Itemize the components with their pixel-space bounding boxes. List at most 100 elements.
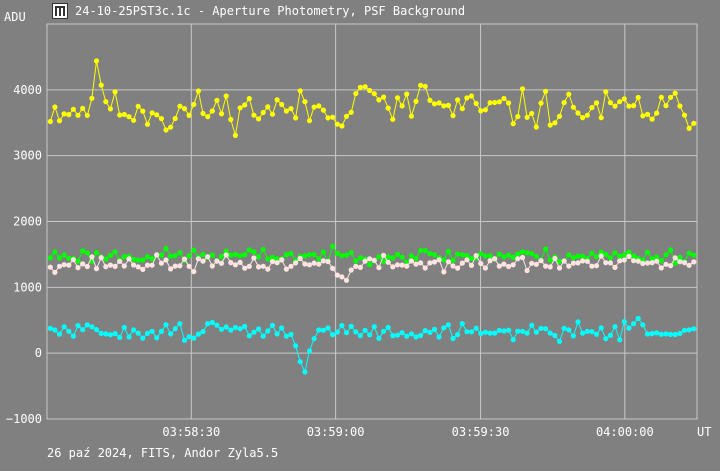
data-point <box>367 262 373 268</box>
data-point <box>381 328 387 334</box>
data-point <box>256 254 262 260</box>
data-point <box>607 255 614 261</box>
data-point <box>418 82 424 88</box>
data-point <box>84 263 90 270</box>
data-point <box>496 263 502 269</box>
data-point <box>404 333 410 339</box>
data-point <box>228 260 234 266</box>
data-point <box>575 253 581 259</box>
data-point <box>603 260 609 266</box>
data-point <box>482 329 488 335</box>
data-point <box>413 334 419 340</box>
data-point <box>455 251 461 257</box>
data-point <box>501 95 507 102</box>
data-point <box>394 95 401 101</box>
data-point <box>593 263 600 269</box>
data-point <box>66 328 72 334</box>
data-point <box>686 262 692 268</box>
data-point <box>251 112 257 118</box>
data-point <box>195 256 201 262</box>
data-point <box>246 333 252 339</box>
data-point <box>214 258 220 264</box>
data-point <box>246 263 252 269</box>
data-point <box>515 113 521 120</box>
data-point <box>256 264 262 270</box>
data-point <box>191 101 197 108</box>
data-point <box>464 257 470 263</box>
data-point <box>47 255 53 261</box>
data-point <box>107 262 113 268</box>
data-point <box>501 328 507 334</box>
data-point <box>89 254 95 260</box>
data-point <box>593 100 600 106</box>
y-tick-label: 2000 <box>13 215 42 229</box>
data-point <box>413 261 419 267</box>
data-point <box>455 332 461 338</box>
data-point <box>283 252 289 258</box>
data-point <box>205 254 211 260</box>
data-point <box>223 248 229 254</box>
data-point <box>649 260 655 266</box>
data-point <box>441 269 447 275</box>
data-point <box>112 263 118 269</box>
data-point <box>464 95 470 101</box>
data-point <box>61 324 67 330</box>
data-point <box>533 261 539 267</box>
data-point <box>413 255 419 262</box>
data-point <box>306 252 313 258</box>
data-point <box>580 258 586 264</box>
data-point <box>691 120 697 126</box>
data-point <box>631 253 637 259</box>
data-point <box>144 330 151 336</box>
data-point <box>575 110 581 116</box>
data-point <box>612 250 618 256</box>
data-point <box>149 262 155 268</box>
data-point <box>399 330 405 336</box>
data-point <box>459 321 465 327</box>
data-point <box>237 259 243 265</box>
data-point <box>131 256 137 262</box>
data-point <box>626 103 632 109</box>
x-tick-label: 03:59:00 <box>307 425 365 439</box>
data-point <box>631 258 637 264</box>
data-point <box>293 115 299 121</box>
data-point <box>279 101 285 108</box>
x-tick-label: 03:59:30 <box>452 425 510 439</box>
data-point <box>325 115 331 121</box>
data-point <box>607 332 614 338</box>
data-point <box>561 100 567 106</box>
data-point <box>566 91 572 97</box>
data-point <box>468 262 475 268</box>
data-point <box>177 250 183 256</box>
data-point <box>580 253 586 259</box>
data-point <box>302 99 308 105</box>
data-point <box>668 94 674 100</box>
data-point <box>80 261 86 267</box>
data-point <box>311 104 317 110</box>
data-point <box>547 264 553 270</box>
data-point <box>223 324 229 330</box>
data-point <box>543 263 549 269</box>
data-point <box>269 322 276 328</box>
data-point <box>357 333 363 339</box>
data-point <box>348 109 354 115</box>
data-point <box>691 326 697 332</box>
data-point <box>279 325 285 331</box>
data-point <box>663 252 669 258</box>
data-point <box>353 90 359 97</box>
data-point <box>228 116 234 123</box>
data-point <box>61 252 67 258</box>
data-point <box>640 260 646 267</box>
data-point <box>399 262 405 268</box>
data-point <box>566 327 572 333</box>
data-point <box>135 103 141 109</box>
data-point <box>297 359 303 365</box>
data-point <box>450 263 456 269</box>
data-point <box>200 258 206 264</box>
data-point <box>519 86 526 92</box>
data-point <box>223 93 229 99</box>
data-point <box>149 256 155 262</box>
data-point <box>56 331 63 337</box>
data-point <box>107 252 113 258</box>
